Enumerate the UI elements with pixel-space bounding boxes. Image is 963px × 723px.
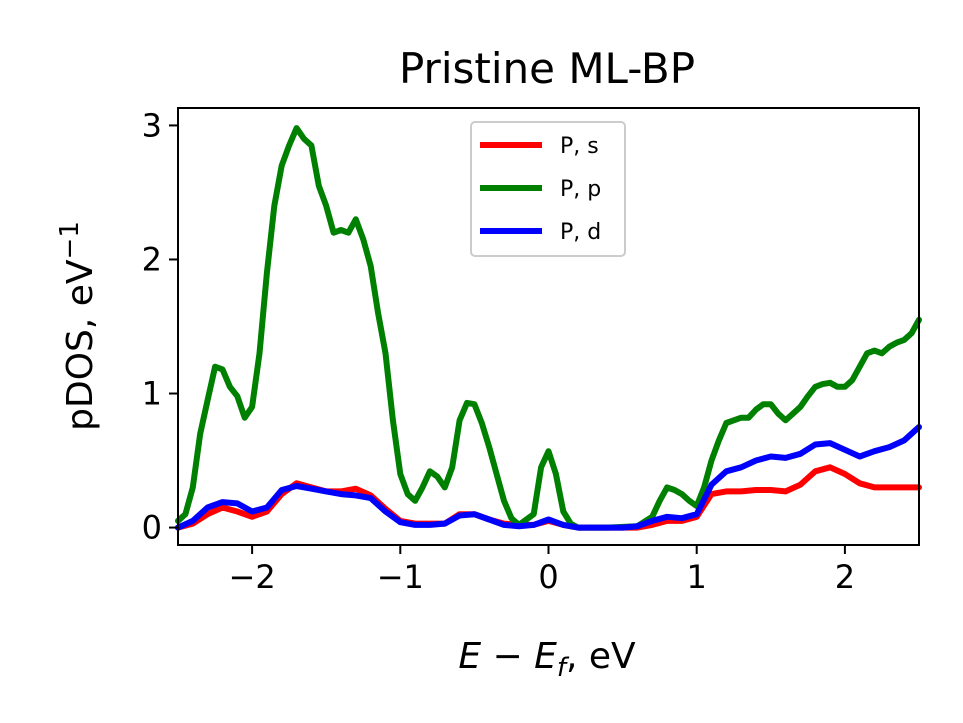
y-tick-label-3: 2 xyxy=(142,240,162,278)
y-axis-label-main: pDOS, eV xyxy=(60,259,101,431)
legend-label-3: P, d xyxy=(560,220,601,245)
legend-box xyxy=(470,121,626,257)
legend-label-2: P, p xyxy=(560,177,601,202)
x-axis-label-main: E − E xyxy=(458,636,557,677)
legend: P, s P, p P, d xyxy=(470,121,626,257)
x-tick-label-2: −1 xyxy=(377,558,424,596)
y-tick-label-1: 0 xyxy=(142,509,162,547)
x-tick-label-3: 0 xyxy=(538,558,558,596)
series-line-3 xyxy=(175,424,922,531)
x-axis-label-suffix: , eV xyxy=(566,636,636,677)
y-tick-label-4: 3 xyxy=(142,106,162,144)
x-tick-label-4: 1 xyxy=(687,558,707,596)
x-tick-label-1: −2 xyxy=(229,558,276,596)
y-axis-label: pDOS, eV−1 xyxy=(55,221,101,431)
legend-entries: P, s P, p P, d xyxy=(480,134,601,245)
x-tick-label-5: 2 xyxy=(835,558,855,596)
series-curves xyxy=(175,125,922,531)
chart-title: Pristine ML-BP xyxy=(399,44,695,93)
x-axis-ticks: −2 −1 0 1 2 xyxy=(229,545,855,596)
x-axis-label: E − Ef, eV xyxy=(458,636,636,683)
y-tick-label-2: 1 xyxy=(142,375,162,413)
legend-label-1: P, s xyxy=(560,134,599,159)
y-axis-label-superscript: −1 xyxy=(55,221,85,259)
y-axis-ticks: 0 1 2 3 xyxy=(142,106,178,547)
